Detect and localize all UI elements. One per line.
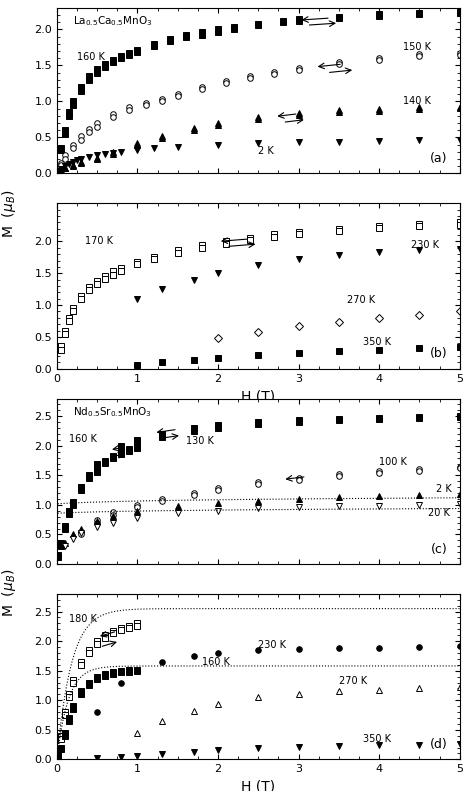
Text: 130 K: 130 K: [186, 436, 214, 446]
Text: (c): (c): [431, 543, 447, 556]
Text: (a): (a): [430, 152, 447, 165]
Text: 140 K: 140 K: [403, 97, 431, 107]
Text: 350 K: 350 K: [363, 337, 391, 347]
Text: 20 K: 20 K: [428, 508, 449, 518]
Text: Nd$_{0.5}$Sr$_{0.5}$MnO$_3$: Nd$_{0.5}$Sr$_{0.5}$MnO$_3$: [73, 405, 152, 419]
X-axis label: H (T): H (T): [241, 780, 275, 791]
X-axis label: H (T): H (T): [241, 389, 275, 403]
Text: (b): (b): [430, 347, 447, 361]
Text: 270 K: 270 K: [339, 676, 367, 687]
Text: 160 K: 160 K: [69, 433, 97, 444]
Text: 170 K: 170 K: [85, 237, 113, 247]
Text: M  ($\mu_B$): M ($\mu_B$): [0, 189, 18, 238]
Text: 2 K: 2 K: [258, 146, 274, 156]
Text: 230 K: 230 K: [258, 640, 286, 650]
Text: 180 K: 180 K: [69, 614, 97, 623]
Text: 350 K: 350 K: [363, 734, 391, 744]
Text: 100 K: 100 K: [379, 457, 407, 467]
Text: 230 K: 230 K: [411, 240, 439, 250]
Text: (d): (d): [430, 738, 447, 751]
Text: 270 K: 270 K: [347, 295, 375, 305]
Text: 160 K: 160 K: [77, 52, 105, 62]
Text: 2 K: 2 K: [436, 484, 451, 494]
Text: 160 K: 160 K: [202, 657, 230, 667]
Text: La$_{0.5}$Ca$_{0.5}$MnO$_3$: La$_{0.5}$Ca$_{0.5}$MnO$_3$: [73, 14, 153, 28]
Text: 150 K: 150 K: [403, 43, 431, 52]
Text: M  ($\mu_B$): M ($\mu_B$): [0, 569, 18, 618]
